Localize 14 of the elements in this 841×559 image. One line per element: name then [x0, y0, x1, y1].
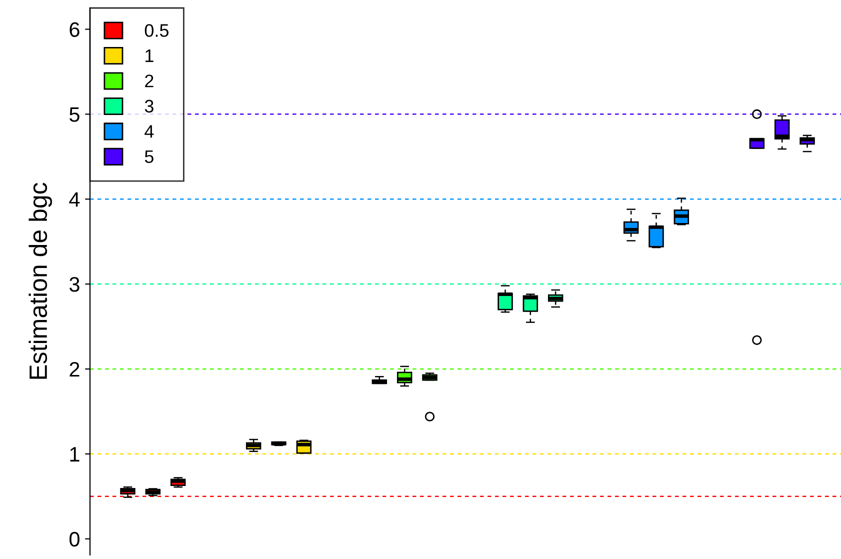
y-tick-label: 0	[70, 532, 80, 547]
legend-label: 0.5	[144, 24, 169, 37]
legend-label: 5	[144, 150, 154, 164]
y-axis-title: Estimation de bgc	[28, 182, 52, 379]
y-tick-label: 1	[70, 447, 80, 462]
y-tick-label: 3	[69, 277, 80, 292]
y-tick-label: 4	[69, 192, 80, 207]
legend-label: 3	[144, 100, 154, 113]
legend-label: 2	[145, 74, 154, 88]
legend-label: 1	[146, 50, 154, 62]
y-tick-label: 6	[70, 22, 80, 37]
y-tick-label: 2	[70, 362, 80, 377]
legend-label: 4	[144, 125, 154, 138]
y-tick-label: 5	[70, 107, 80, 122]
